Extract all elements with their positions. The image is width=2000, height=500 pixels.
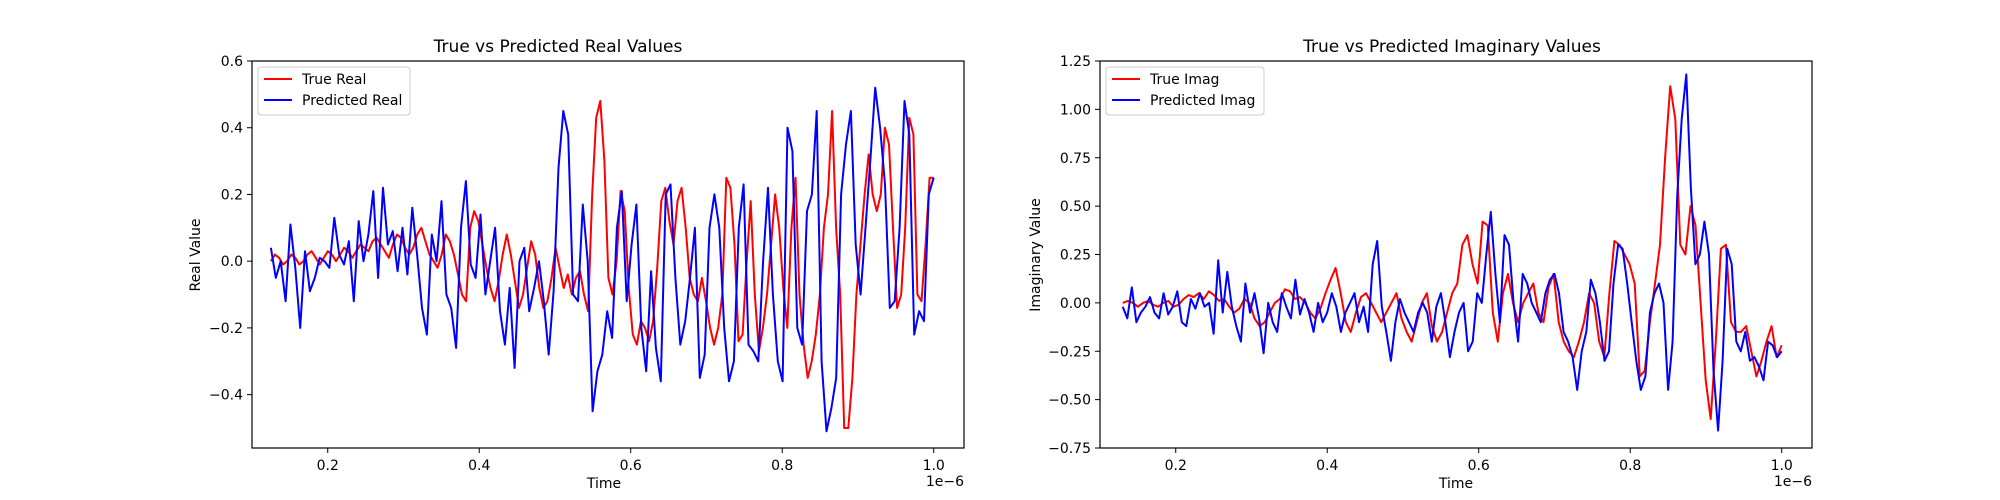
plot-lines [1121, 73, 1783, 432]
y-tick-label: 0.6 [221, 54, 243, 70]
legend-label-true: True Real [301, 72, 366, 88]
y-tick-label: −0.50 [1048, 393, 1091, 409]
legend: True Real Predicted Real [257, 66, 411, 116]
y-tick-label: 0.75 [1060, 151, 1091, 167]
y-tick-label: −0.2 [209, 321, 243, 337]
y-axis-label: Imaginary Value [1028, 198, 1044, 312]
y-tick-label: −0.75 [1048, 441, 1091, 457]
x-axis-label: Time [1438, 476, 1473, 492]
legend-label-predicted: Predicted Imag [1150, 93, 1255, 109]
predicted-line [269, 86, 935, 433]
plot-frame [251, 60, 965, 449]
x-offset-label: 1e−6 [1774, 474, 1812, 490]
y-tick-label: 1.00 [1060, 102, 1091, 118]
x-tick-label: 0.6 [1468, 458, 1490, 474]
legend-label-true: True Imag [1149, 72, 1219, 88]
plot-lines [269, 86, 935, 433]
legend: True Imag Predicted Imag [1105, 66, 1265, 116]
y-axis-ticks: −0.4 −0.2 0.0 0.2 0.4 0.6 [209, 54, 252, 404]
y-tick-label: 0.0 [221, 254, 243, 270]
x-tick-label: 0.8 [771, 458, 793, 474]
x-tick-label: 0.6 [620, 458, 642, 474]
y-tick-label: 0.50 [1060, 199, 1091, 215]
x-axis-ticks: 0.2 0.4 0.6 0.8 1.0 [317, 448, 945, 474]
y-tick-label: 0.25 [1060, 248, 1091, 264]
true-line [270, 100, 934, 429]
x-tick-label: 1.0 [923, 458, 945, 474]
x-tick-label: 0.4 [468, 458, 490, 474]
y-tick-label: −0.4 [209, 388, 243, 404]
imaginary-values-chart: True vs Predicted Imaginary Values 0.2 0.… [1028, 37, 1813, 492]
x-tick-label: 1.0 [1771, 458, 1793, 474]
y-axis-label: Real Value [188, 218, 204, 291]
x-tick-label: 0.2 [1165, 458, 1187, 474]
y-axis-ticks: −0.75 −0.50 −0.25 0.00 0.25 0.50 0.75 1.00 1.25 [1048, 54, 1100, 457]
x-axis-ticks: 0.2 0.4 0.6 0.8 1.0 [1165, 448, 1793, 474]
real-values-chart: True vs Predicted Real Values 0.2 0.4 0.6 0… [188, 37, 965, 492]
chart-title: True vs Predicted Imaginary Values [1302, 37, 1601, 57]
y-tick-label: 1.25 [1060, 54, 1091, 70]
x-axis-label: Time [586, 476, 621, 492]
predicted-line [1121, 73, 1783, 432]
y-tick-label: −0.25 [1048, 344, 1091, 360]
legend-box [257, 66, 411, 116]
legend-box [1105, 66, 1265, 116]
legend-label-predicted: Predicted Real [302, 93, 402, 109]
x-tick-label: 0.8 [1619, 458, 1641, 474]
x-tick-label: 0.4 [1316, 458, 1338, 474]
y-tick-label: 0.2 [221, 187, 243, 203]
x-offset-label: 1e−6 [926, 474, 964, 490]
y-tick-label: 0.4 [221, 121, 243, 137]
chart-title: True vs Predicted Real Values [433, 37, 683, 57]
y-tick-label: 0.00 [1060, 296, 1091, 312]
x-tick-label: 0.2 [317, 458, 339, 474]
